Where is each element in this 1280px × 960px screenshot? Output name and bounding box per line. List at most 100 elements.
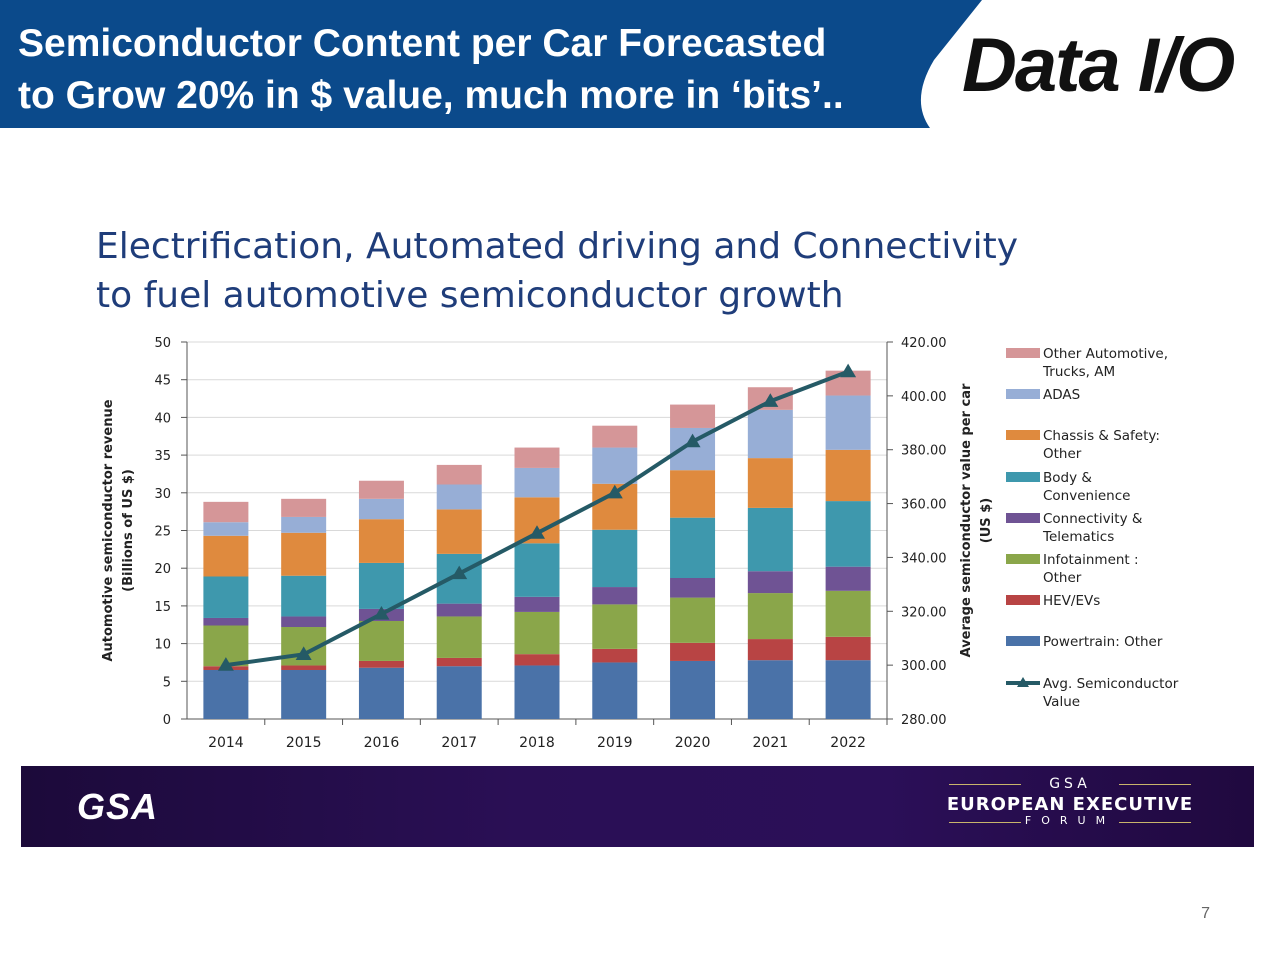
bar-segment: [514, 654, 560, 666]
chart-title-line2: to fuel automotive semiconductor growth: [96, 275, 844, 316]
legend-label: HEV/EVs: [1043, 593, 1100, 609]
bar-segment: [436, 657, 482, 667]
bar-segment: [592, 648, 638, 663]
legend-label: Chassis & Safety:: [1043, 428, 1160, 444]
y2-tick-label: 280.00: [901, 713, 947, 728]
bar-segment: [670, 470, 716, 518]
x-tick-label: 2021: [753, 735, 789, 751]
footer-rule: [1119, 822, 1191, 823]
bar-segment: [281, 516, 327, 533]
y2-tick-label: 300.00: [901, 659, 947, 674]
y-tick-label: 25: [154, 525, 171, 540]
footer-gsa-text: GSA: [1049, 776, 1091, 792]
bar-segment: [358, 480, 404, 499]
y2-tick-label: 420.00: [901, 336, 947, 351]
bar-segment: [825, 449, 871, 502]
avg-value-point: [684, 433, 701, 448]
x-tick-label: 2017: [441, 735, 477, 751]
x-tick-label: 2020: [675, 735, 711, 751]
avg-value-point: [217, 657, 234, 671]
bar-segment: [514, 665, 560, 719]
header-band: Semiconductor Content per Car Forecasted…: [0, 0, 1280, 130]
bar-segment: [592, 529, 638, 588]
y2-axis-label: Average semiconductor value per car: [959, 383, 974, 657]
bar-segment: [670, 517, 716, 579]
legend-swatch: [1006, 348, 1040, 358]
y-tick-label: 10: [154, 638, 171, 653]
bar-segment: [670, 660, 716, 719]
y-tick-label: 30: [154, 487, 171, 502]
footer-banner: GSA GSA EUROPEAN EXECUTIVE FORUM: [21, 766, 1254, 847]
bar-segment: [203, 501, 249, 523]
bar-segment: [358, 562, 404, 609]
legend-swatch: [1006, 636, 1040, 646]
y2-tick-label: 360.00: [901, 498, 947, 513]
legend-swatch: [1006, 513, 1040, 523]
y-axis-label: Automotive semiconductor revenue: [101, 399, 116, 661]
y2-tick-label: 320.00: [901, 605, 947, 620]
footer-forum-text: FORUM: [1024, 814, 1116, 827]
bar-segment: [670, 642, 716, 661]
bar-segment: [281, 669, 327, 719]
bar-segment: [203, 535, 249, 577]
stacked-bar-line-chart: 0 5 10 15 20 25 30 35 40 45 50 280.00 300.00 320.00 34…: [101, 336, 1179, 751]
bar-segment: [825, 566, 871, 591]
bar-segment: [670, 597, 716, 643]
avg-value-point: [840, 363, 857, 378]
bar-segment: [514, 447, 560, 468]
bar-segment: [436, 464, 482, 485]
bar-segment: [514, 611, 560, 655]
footer-european-executive: EUROPEAN EXECUTIVE: [946, 794, 1194, 815]
avg-value-point: [529, 525, 545, 539]
legend-label: Connectivity &: [1043, 511, 1143, 527]
bar-segment: [514, 467, 560, 498]
bar-segment: [358, 667, 404, 719]
legend-label: Other Automotive,: [1043, 346, 1168, 362]
bar-segment: [203, 617, 249, 626]
avg-value-point: [762, 393, 779, 407]
bar-segment: [592, 604, 638, 649]
bar-segment: [825, 501, 871, 567]
legend-swatch: [1006, 472, 1040, 482]
page-number: 7: [1201, 905, 1210, 922]
y-tick-label: 0: [163, 713, 171, 728]
legend-swatch: [1006, 554, 1040, 564]
bar-segment: [825, 660, 871, 719]
gsa-logo: GSA: [77, 786, 159, 827]
legend-label: Value: [1043, 694, 1080, 710]
bar-segment: [203, 576, 249, 618]
bar-segment: [436, 666, 482, 719]
bar-segment: [281, 616, 327, 628]
y-tick-label: 40: [154, 411, 171, 426]
bar-segment: [281, 498, 327, 517]
avg-value-point: [606, 484, 623, 499]
legend-swatch: [1006, 430, 1040, 440]
bar-segment: [592, 587, 638, 605]
bar-segment: [747, 639, 793, 661]
chart-title: Electrification, Automated driving and C…: [96, 222, 1018, 320]
avg-value-point: [451, 565, 468, 580]
bar-segment: [747, 409, 793, 459]
footer-rule: [949, 784, 1021, 785]
bar-segment: [592, 447, 638, 484]
y-tick-label: 15: [154, 600, 171, 615]
bar-segment: [436, 616, 482, 658]
y2-tick-label: 380.00: [901, 444, 947, 459]
legend-swatch: [1006, 389, 1040, 399]
legend-label: Infotainment :: [1043, 552, 1139, 568]
bar-segment: [358, 620, 404, 661]
header-shape: [0, 0, 982, 128]
y-tick-label: 20: [154, 562, 171, 577]
avg-value-point: [295, 646, 312, 660]
chart-title-line1: Electrification, Automated driving and C…: [96, 226, 1019, 267]
slide-title-line2: to Grow 20% in $ value, much more in ‘bi…: [18, 74, 844, 117]
bar-segment: [747, 593, 793, 640]
bar-segment: [358, 519, 404, 563]
bar-segment: [436, 603, 482, 617]
bar-segment: [670, 578, 716, 598]
y-tick-label: 5: [163, 675, 171, 690]
legend-swatch: [1006, 595, 1040, 605]
bar-segment: [747, 660, 793, 719]
legend-label: Powertrain: Other: [1043, 634, 1163, 650]
x-tick-label: 2019: [597, 735, 633, 751]
